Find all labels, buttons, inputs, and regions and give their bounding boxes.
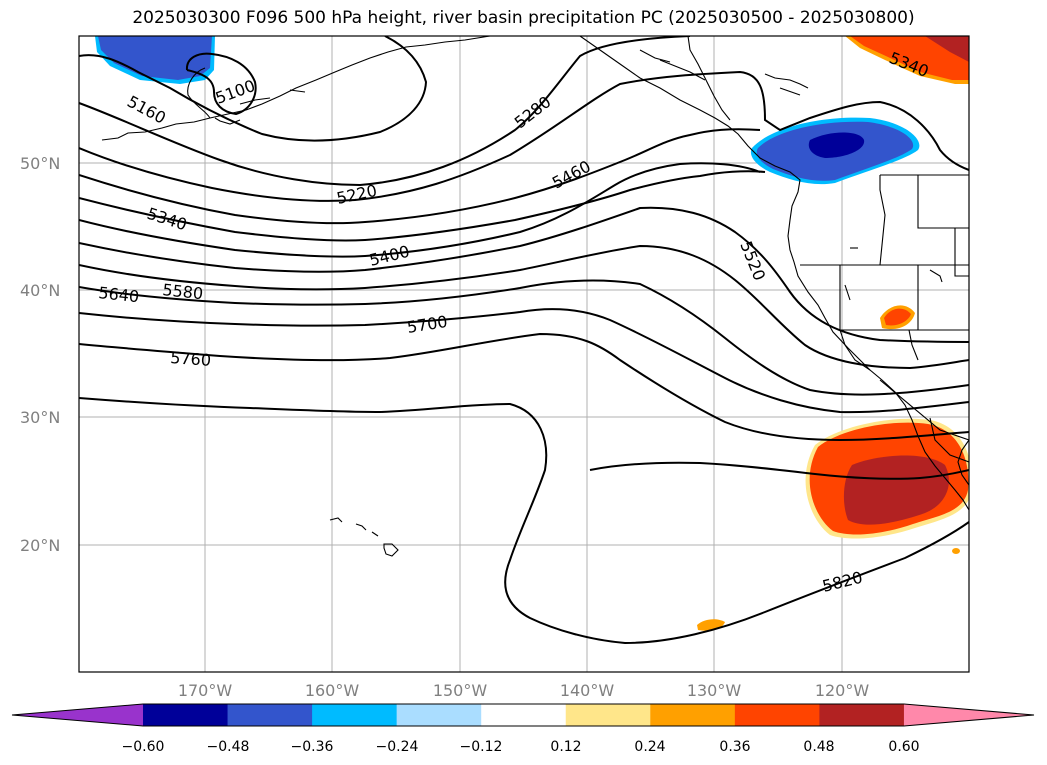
colorbar-tick-label: −0.60 bbox=[122, 739, 165, 755]
colorbar-tick-label: −0.36 bbox=[291, 739, 334, 755]
lat-label-30n: 30°N bbox=[20, 408, 60, 427]
colorbar-tick-label: 0.24 bbox=[634, 739, 665, 755]
contour-5220 bbox=[79, 36, 691, 187]
contour-5160 bbox=[79, 36, 428, 142]
colorbar-tick-label: −0.48 bbox=[207, 739, 250, 755]
contour-5700 bbox=[79, 332, 969, 442]
contour-5280 bbox=[79, 70, 969, 202]
lon-label-170w: 170°W bbox=[178, 681, 233, 700]
colorbar-tick-label: 0.48 bbox=[803, 739, 834, 755]
negative-precip-shading bbox=[95, 36, 920, 185]
contour-5640 bbox=[79, 308, 969, 414]
colorbar-segment bbox=[734, 704, 820, 726]
contour-label-5580: 5580 bbox=[162, 280, 204, 303]
colorbar-segment bbox=[650, 704, 736, 726]
contour-label-5760: 5760 bbox=[170, 348, 212, 370]
contour-5100 bbox=[185, 52, 257, 116]
lon-label-120w: 120°W bbox=[815, 681, 870, 700]
lon-label-140w: 140°W bbox=[560, 681, 615, 700]
colorbar-tick-label: 0.36 bbox=[719, 739, 750, 755]
colorbar-tick-label: −0.12 bbox=[460, 739, 503, 755]
coastlines bbox=[101, 36, 969, 557]
colorbar-segment bbox=[312, 704, 398, 726]
contour-5760 bbox=[79, 397, 969, 645]
latitude-labels: 50°N 40°N 30°N 20°N bbox=[20, 154, 60, 555]
longitude-labels: 170°W 160°W 150°W 140°W 130°W 120°W bbox=[178, 681, 870, 700]
contour-5340 bbox=[79, 128, 761, 225]
contour-5520 bbox=[79, 244, 969, 370]
lon-label-160w: 160°W bbox=[305, 681, 360, 700]
contour-label-5640: 5640 bbox=[98, 283, 140, 306]
colorbar-extend-high bbox=[903, 704, 1034, 726]
colorbar-segment bbox=[481, 704, 567, 726]
contour-5460 bbox=[79, 206, 969, 343]
colorbar-segment bbox=[396, 704, 482, 726]
lon-label-130w: 130°W bbox=[687, 681, 742, 700]
height-contours bbox=[79, 36, 969, 645]
contour-5400 bbox=[79, 162, 761, 258]
lat-label-40n: 40°N bbox=[20, 281, 60, 300]
colorbar bbox=[11, 703, 1035, 727]
colorbar-segment bbox=[565, 704, 651, 726]
map-frame bbox=[78, 35, 970, 673]
colorbar-extend-low bbox=[12, 704, 143, 726]
map-title: 2025030300 F096 500 hPa height, river ba… bbox=[132, 8, 915, 28]
colorbar-segment bbox=[227, 704, 313, 726]
contour-5580 bbox=[79, 279, 969, 396]
contour-5820 bbox=[589, 461, 969, 480]
colorbar-outline bbox=[11, 703, 1035, 727]
lat-label-20n: 20°N bbox=[20, 536, 60, 555]
colorbar-tick-label: −0.24 bbox=[376, 739, 419, 755]
colorbar-tick-label: 0.60 bbox=[888, 739, 919, 755]
lon-label-150w: 150°W bbox=[433, 681, 488, 700]
colorbar-tick-label: 0.12 bbox=[550, 739, 581, 755]
contour-5340b bbox=[79, 170, 766, 242]
colorbar-labels: −0.60 −0.48 −0.36 −0.24 −0.12 0.12 0.24 … bbox=[122, 739, 920, 755]
colorbar-segment bbox=[143, 704, 229, 726]
lat-label-50n: 50°N bbox=[20, 154, 60, 173]
colorbar-segment bbox=[819, 704, 905, 726]
